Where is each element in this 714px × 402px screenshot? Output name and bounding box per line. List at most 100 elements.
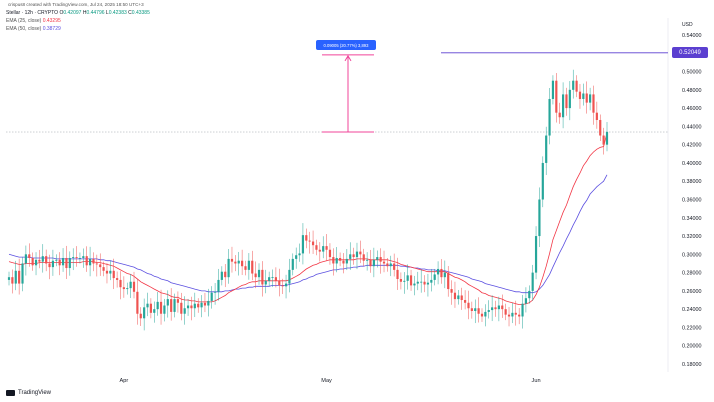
- y-tick-label: 0.36000: [682, 198, 702, 204]
- candle-body: [241, 260, 244, 267]
- candle-body: [24, 254, 27, 264]
- symbol-line[interactable]: Stellar · 12h · CRYPTO O0.42097 H0.44796…: [6, 9, 150, 17]
- candle-body: [308, 240, 311, 242]
- candle-body: [568, 89, 571, 109]
- candle-body: [386, 263, 389, 267]
- candle-body: [119, 279, 122, 288]
- measure-tool-label[interactable]: 0.09005 (20.77%) 3,893: [316, 40, 376, 50]
- y-tick-label: 0.26000: [682, 289, 702, 295]
- y-tick-label: 0.54000: [682, 33, 702, 39]
- candle-body: [153, 309, 156, 313]
- ema25-label: EMA (25, close): [6, 18, 42, 24]
- tradingview-brand-text: TradingView: [18, 390, 52, 396]
- candle-body: [112, 270, 115, 279]
- y-tick-label: 0.40000: [682, 161, 702, 167]
- y-tick-label: 0.22000: [682, 325, 702, 331]
- candle-body: [149, 303, 152, 313]
- candle-body: [453, 292, 457, 300]
- candle-body: [399, 279, 403, 282]
- candle-body: [605, 131, 609, 145]
- candle-body: [34, 259, 38, 266]
- candle-body: [207, 300, 210, 306]
- candle-body: [433, 274, 436, 280]
- ema50-legend[interactable]: EMA (50, close) 0.38729: [6, 25, 150, 33]
- candle-body: [315, 245, 318, 250]
- candle-body: [210, 292, 213, 301]
- candle-body: [72, 257, 75, 258]
- tradingview-logo[interactable]: TradingView: [6, 390, 51, 396]
- candle-body: [268, 277, 271, 281]
- candle-body: [278, 280, 281, 286]
- candle-body: [578, 91, 582, 99]
- ema25-legend[interactable]: EMA (25, close) 0.43295: [6, 17, 150, 25]
- candle-body: [477, 308, 480, 314]
- candle-body: [170, 299, 173, 312]
- candle-body: [393, 263, 396, 270]
- candle-body: [305, 235, 308, 241]
- candle-body: [31, 257, 34, 266]
- y-tick-label: 0.28000: [682, 271, 702, 277]
- candle-body: [295, 255, 298, 259]
- candle-body: [132, 281, 136, 292]
- candle-body: [403, 280, 406, 282]
- candle-body: [126, 288, 129, 290]
- horizontal-line-price-tag[interactable]: 0.52049: [672, 47, 708, 58]
- y-tick-label: 0.20000: [682, 344, 702, 350]
- y-tick-label: 0.46000: [682, 106, 702, 112]
- candle-body: [595, 112, 598, 120]
- candle-body: [382, 261, 386, 264]
- candle-body: [440, 268, 443, 278]
- candle-body: [203, 302, 207, 306]
- candle-body: [521, 303, 524, 317]
- candle-body: [349, 254, 352, 259]
- candle-body: [599, 119, 602, 136]
- candle-body: [139, 313, 142, 319]
- candle-body: [51, 260, 55, 268]
- candle-body: [501, 305, 504, 310]
- candle-body: [355, 251, 359, 258]
- candle-body: [301, 235, 305, 254]
- candle-body: [186, 305, 190, 309]
- candle-body: [545, 135, 548, 163]
- candle-body: [21, 263, 24, 284]
- candle-body: [376, 257, 379, 260]
- candle-body: [244, 266, 247, 270]
- measure-arrow-head: [344, 54, 352, 62]
- candle-body: [281, 285, 284, 287]
- candle-body: [274, 277, 277, 281]
- candle-body: [494, 307, 497, 310]
- ema50-line: [8, 174, 608, 294]
- candle-body: [68, 257, 71, 269]
- candle-body: [237, 260, 240, 264]
- high-label: H: [82, 10, 87, 16]
- ema50-value: 0.38729: [42, 26, 61, 32]
- candle-body: [143, 307, 146, 319]
- candle-body: [322, 246, 325, 252]
- candle-body: [413, 283, 416, 286]
- candle-body: [129, 281, 132, 289]
- candle-body: [487, 310, 490, 312]
- low-label: L: [105, 10, 109, 16]
- candle-body: [396, 269, 399, 280]
- candle-body: [291, 258, 294, 270]
- candle-body: [507, 314, 511, 317]
- candle-body: [538, 199, 541, 237]
- candle-body: [48, 263, 51, 268]
- y-tick-label: 0.32000: [682, 234, 702, 240]
- candle-body: [416, 281, 419, 284]
- candle-body: [18, 270, 21, 284]
- x-tick-label: May: [321, 378, 332, 384]
- candle-body: [99, 264, 102, 268]
- candle-body: [352, 254, 355, 258]
- candle-body: [497, 305, 500, 310]
- x-tick-label: Apr: [120, 378, 129, 384]
- candle-body: [200, 302, 203, 308]
- candle-body: [565, 94, 568, 109]
- x-tick-label: Jun: [532, 378, 541, 384]
- candle-body: [224, 271, 227, 278]
- candle-body: [366, 259, 369, 261]
- candle-body: [558, 112, 561, 118]
- y-tick-label: 0.48000: [682, 88, 702, 94]
- candle-body: [55, 259, 58, 261]
